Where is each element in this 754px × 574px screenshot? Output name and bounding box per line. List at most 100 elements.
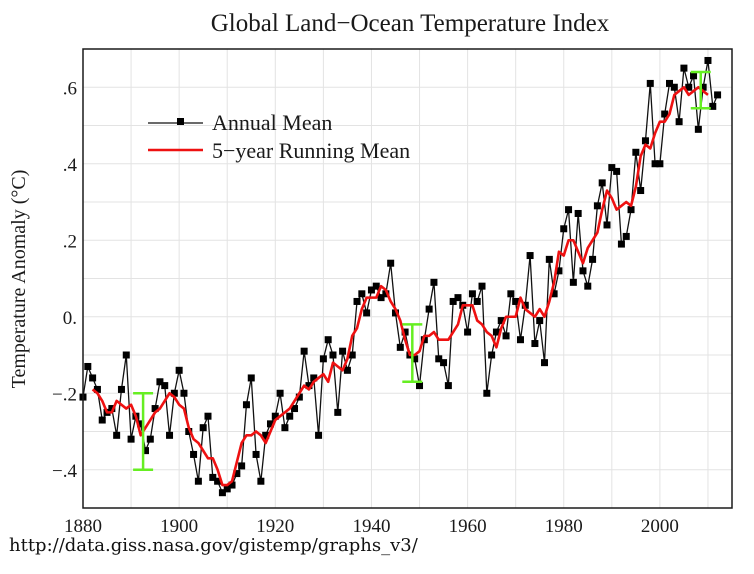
source-url: http://data.giss.nasa.gov/gistemp/graphs… xyxy=(9,535,418,556)
annual-mean-point xyxy=(146,435,154,443)
annual-mean-point xyxy=(247,374,255,382)
annual-mean-point xyxy=(127,435,135,443)
annual-mean-point xyxy=(541,359,549,367)
annual-mean-point xyxy=(228,481,236,489)
annual-mean-point xyxy=(589,255,597,263)
error-bar xyxy=(133,392,154,471)
annual-mean-point xyxy=(603,221,611,229)
annual-mean-point xyxy=(334,408,342,416)
annual-mean-point xyxy=(199,424,207,432)
annual-mean-point xyxy=(555,267,563,275)
annual-mean-point xyxy=(343,366,351,374)
error-bar xyxy=(402,323,423,384)
annual-mean-point xyxy=(262,431,270,439)
annual-mean-point xyxy=(569,278,577,286)
annual-mean-series xyxy=(79,56,722,497)
annual-mean-point xyxy=(113,431,121,439)
annual-mean-point xyxy=(507,290,515,298)
y-axis-ticks: −.4 −.2 0. .2 .4 .6 xyxy=(52,78,77,482)
y-tick-label: −.4 xyxy=(52,461,77,482)
annual-mean-point xyxy=(84,362,92,370)
x-tick-label: 1980 xyxy=(545,516,583,537)
annual-mean-point xyxy=(454,294,462,302)
annual-mean-point xyxy=(161,382,169,390)
annual-mean-point xyxy=(502,332,510,340)
annual-mean-point xyxy=(435,355,443,363)
annual-mean-point xyxy=(488,351,496,359)
annual-mean-point xyxy=(156,378,164,386)
annual-mean-point xyxy=(694,125,702,133)
running-mean-series xyxy=(91,85,709,487)
annual-mean-point xyxy=(315,431,323,439)
annual-mean-point xyxy=(363,309,371,317)
annual-mean-point xyxy=(223,485,231,493)
annual-mean-point xyxy=(699,83,707,91)
annual-mean-point xyxy=(204,412,212,420)
annual-mean-point xyxy=(89,374,97,382)
annual-mean-point xyxy=(137,420,145,428)
annual-mean-point xyxy=(584,282,592,290)
annual-mean-point xyxy=(690,72,698,80)
x-tick-label: 1920 xyxy=(256,516,294,537)
chart-title: Global Land−Ocean Temperature Index xyxy=(211,10,610,37)
y-tick-label: .2 xyxy=(63,231,77,252)
annual-mean-point xyxy=(521,301,529,309)
annual-mean-point xyxy=(141,447,149,455)
annual-mean-point xyxy=(675,118,683,126)
x-tick-label: 2000 xyxy=(641,516,679,537)
annual-mean-point xyxy=(651,160,659,168)
x-tick-label: 1960 xyxy=(449,516,487,537)
annual-mean-point xyxy=(646,79,654,87)
plot-frame xyxy=(82,48,733,509)
annual-mean-point xyxy=(637,187,645,195)
annual-mean-point xyxy=(233,470,241,478)
y-tick-label: .4 xyxy=(63,155,78,176)
annual-mean-point xyxy=(305,382,313,390)
annual-mean-point xyxy=(656,160,664,168)
x-axis-ticks: 1880 1900 1920 1940 1960 1980 2000 xyxy=(64,516,679,537)
annual-mean-point xyxy=(425,305,433,313)
annual-mean-point xyxy=(348,351,356,359)
annual-mean-point xyxy=(151,405,159,413)
annual-mean-point xyxy=(166,431,174,439)
annual-mean-point xyxy=(310,374,318,382)
running-mean-line xyxy=(91,85,709,487)
annual-mean-point xyxy=(291,405,299,413)
grid xyxy=(83,49,732,508)
annual-mean-point xyxy=(238,462,246,470)
annual-mean-point xyxy=(170,389,178,397)
annual-mean-point xyxy=(266,420,274,428)
x-tick-label: 1900 xyxy=(160,516,198,537)
annual-mean-point xyxy=(401,328,409,336)
annual-mean-point xyxy=(416,382,424,390)
legend-annual-label: Annual Mean xyxy=(212,110,332,135)
annual-mean-point xyxy=(536,317,544,325)
annual-mean-point xyxy=(627,206,635,214)
annual-mean-point xyxy=(387,259,395,267)
annual-mean-point xyxy=(190,450,198,458)
annual-mean-point xyxy=(218,489,226,497)
x-tick-label: 1940 xyxy=(352,516,390,537)
annual-mean-point xyxy=(257,477,265,485)
annual-mean-point xyxy=(271,412,279,420)
annual-mean-point xyxy=(617,240,625,248)
annual-mean-point xyxy=(319,355,327,363)
legend-annual-marker xyxy=(177,118,184,125)
annual-mean-point xyxy=(516,336,524,344)
annual-mean-point xyxy=(286,412,294,420)
annual-mean-point xyxy=(444,382,452,390)
annual-mean-point xyxy=(641,137,649,145)
annual-mean-point xyxy=(574,209,582,217)
annual-mean-point xyxy=(295,393,303,401)
annual-mean-point xyxy=(512,297,520,305)
annual-mean-point xyxy=(117,385,125,393)
annual-mean-point xyxy=(391,309,399,317)
annual-mean-point xyxy=(367,286,375,294)
annual-mean-point xyxy=(608,164,616,172)
annual-mean-point xyxy=(281,424,289,432)
x-tick-label: 1880 xyxy=(64,516,102,537)
annual-mean-point xyxy=(108,405,116,413)
annual-mean-point xyxy=(473,297,481,305)
annual-mean-point xyxy=(670,83,678,91)
annual-mean-point xyxy=(276,389,284,397)
